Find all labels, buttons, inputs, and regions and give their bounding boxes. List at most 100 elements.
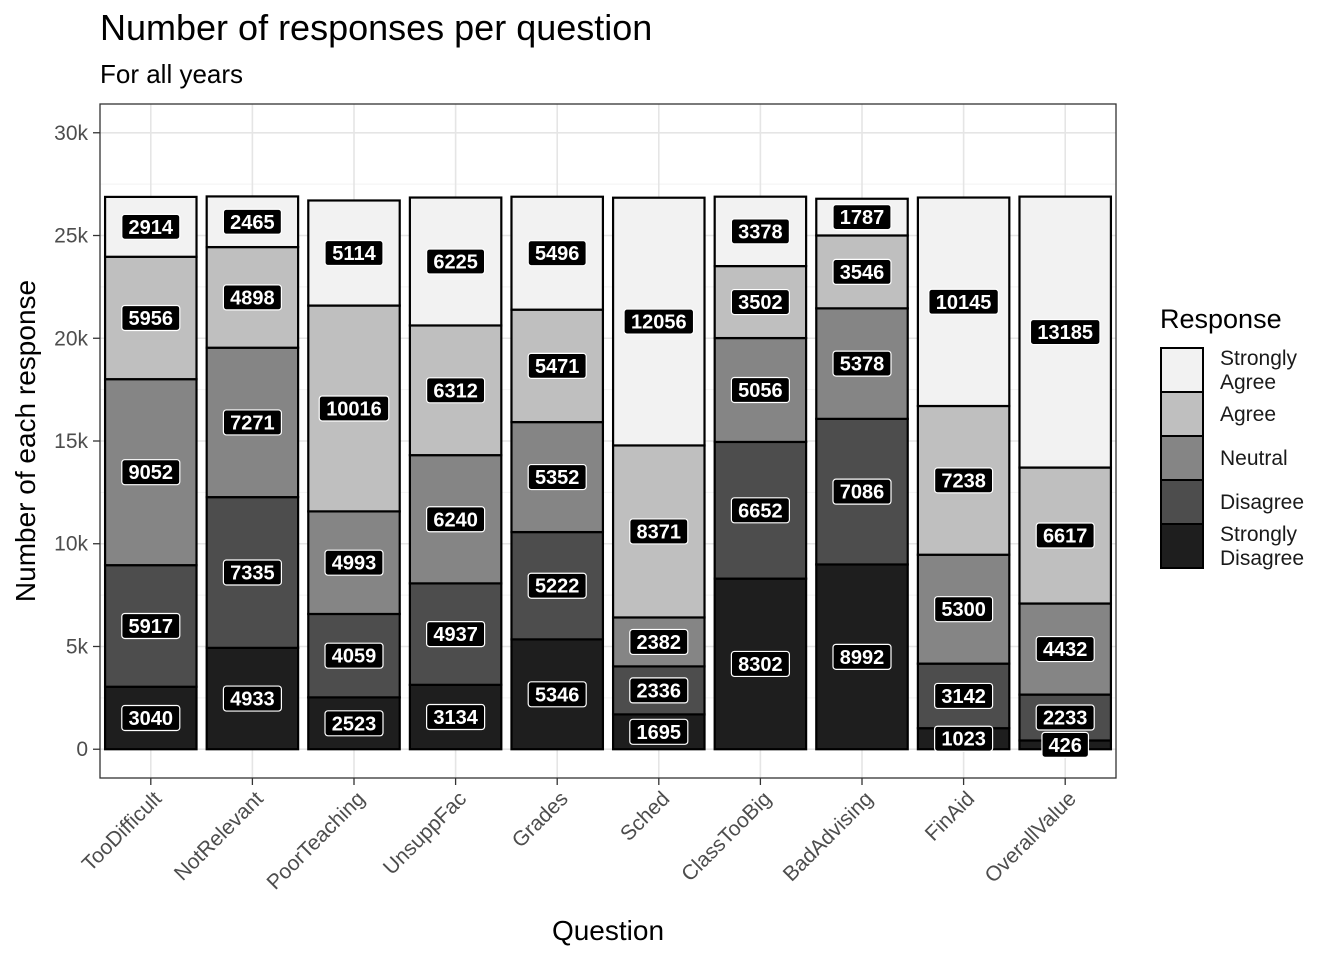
data-label: 2465 [230,212,275,234]
data-label-box [324,239,384,267]
data-label-box [324,642,384,669]
data-label-box [832,350,892,377]
data-label-box [1035,704,1095,731]
x-tick-label: UnsuppFac [379,787,471,879]
data-label-box [1035,635,1095,663]
data-label: 2336 [637,680,682,702]
data-label-box [222,284,282,311]
data-label: 3134 [433,707,478,729]
data-label-box [832,258,892,286]
legend-label: Neutral [1220,447,1288,470]
x-axis-title: Question [552,915,664,946]
data-label-box [222,685,282,712]
bar-segment [611,616,706,668]
data-label: 2914 [129,217,174,239]
data-label: 5300 [941,599,986,621]
data-label: 5496 [535,243,580,265]
data-label: 8371 [637,521,682,543]
data-label: 13185 [1037,322,1093,344]
data-label-box [623,308,695,335]
data-label: 5471 [535,356,580,378]
x-tick-label: NotRelevant [170,787,268,885]
data-label: 7271 [230,412,275,434]
data-label: 1695 [637,722,682,744]
data-label: 8992 [840,647,885,669]
data-label: 4059 [332,646,377,668]
legend: Response Strongly Agree Agree Neutral Disagr… [1160,304,1304,570]
legend-title: Response [1160,304,1282,334]
data-label-box [324,549,384,576]
data-label-box [928,288,999,315]
data-label-box [426,248,486,275]
data-label-box [832,204,892,231]
data-label-box [933,467,994,494]
data-label-box [629,518,689,545]
data-label: 10145 [936,292,992,314]
data-label: 2233 [1043,708,1088,730]
y-axis-title: Number of each response [10,280,41,602]
x-tick-label: PoorTeaching [262,787,369,894]
legend-key [1160,391,1204,437]
data-label: 3040 [129,708,174,730]
x-tick-label: Sched [616,787,674,845]
data-label: 5352 [535,467,580,489]
data-label: 6617 [1043,526,1088,548]
x-tick-label: TooDifficult [78,787,167,876]
data-label-box [527,463,587,491]
data-label: 5956 [129,308,174,330]
data-label: 3142 [941,686,986,708]
data-label: 426 [1049,735,1082,757]
data-label: 8302 [738,654,783,676]
legend-label: Disagree [1220,491,1304,514]
data-label-box [426,621,486,648]
data-label: 4993 [332,553,377,575]
data-label-box [730,218,791,245]
data-label: 4937 [433,624,478,646]
y-tick-label: 20k [54,327,88,350]
x-tick-label: FinAid [921,787,979,845]
x-tick-label: ClassTooBig [677,787,776,886]
data-label: 10016 [326,398,382,420]
data-label-box [933,682,994,710]
data-label-box [222,559,282,586]
data-label: 5378 [840,354,885,376]
data-label-box [527,681,587,708]
data-label-box [121,612,181,640]
data-label-box [426,377,486,404]
y-axis: 0 5k 10k 15k 20k 25k 30k [54,122,100,761]
data-label-box [1041,731,1090,758]
data-label-box [1029,318,1101,346]
legend-label: Agree [1220,403,1276,426]
y-tick-label: 5k [66,635,89,658]
data-label: 5222 [535,576,580,598]
data-labels-layer: 3040 5917 9052 5956 2914 4933 7335 7271 4898 2465… [121,204,1101,758]
data-label-box [222,208,282,235]
data-label: 4432 [1043,639,1088,661]
y-tick-label: 25k [54,225,88,248]
data-label: 9052 [129,462,174,484]
x-tick-label: Grades [508,787,573,852]
x-tick-label: BadAdvising [779,787,878,886]
data-label-box [730,376,791,404]
data-label-box [832,643,892,670]
data-label-box [629,677,689,704]
data-label: 7086 [840,482,885,504]
data-label-box [933,725,994,752]
data-label-box [121,304,181,332]
data-label-box [324,710,384,737]
data-label-box [730,650,791,678]
legend-key [1160,523,1204,569]
data-label: 3546 [840,262,885,284]
bar-segment [713,195,808,268]
data-label: 1787 [840,207,885,229]
data-label: 5056 [738,380,783,402]
data-label-box [121,704,181,732]
data-label-box [629,628,689,656]
data-label: 6225 [433,251,478,273]
legend-key [1160,347,1204,393]
data-label: 1023 [941,729,986,751]
data-label-box [1035,522,1095,549]
data-label-box [527,572,587,599]
legend-key [1160,479,1204,525]
